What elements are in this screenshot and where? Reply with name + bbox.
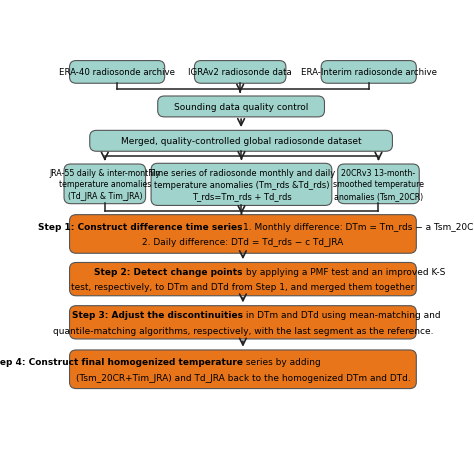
- Text: ERA-40 radiosonde archive: ERA-40 radiosonde archive: [59, 68, 175, 77]
- Text: ERA-Interim radiosonde archive: ERA-Interim radiosonde archive: [301, 68, 437, 77]
- Text: by applying a PMF test and an improved K-S: by applying a PMF test and an improved K…: [243, 267, 445, 276]
- Text: Merged, quality-controlled global radiosonde dataset: Merged, quality-controlled global radios…: [121, 137, 361, 146]
- Text: series by adding: series by adding: [243, 357, 321, 366]
- FancyBboxPatch shape: [151, 164, 332, 206]
- Text: Time series of radiosonde monthly and daily
temperature anomalies (Tm_rds &Td_rd: Time series of radiosonde monthly and da…: [148, 169, 335, 201]
- Text: Step 3: Adjust the discontinuities: Step 3: Adjust the discontinuities: [72, 310, 243, 319]
- Text: IGRAv2 radiosonde data: IGRAv2 radiosonde data: [188, 68, 292, 77]
- Text: JRA-55 daily & inter-monthly
temperature anomalies
(Td_JRA & Tim_JRA): JRA-55 daily & inter-monthly temperature…: [49, 168, 160, 200]
- FancyBboxPatch shape: [70, 350, 416, 389]
- Text: Step 2: Detect change points: Step 2: Detect change points: [94, 267, 243, 276]
- FancyBboxPatch shape: [70, 263, 416, 296]
- FancyBboxPatch shape: [337, 165, 419, 204]
- FancyBboxPatch shape: [194, 62, 286, 84]
- Text: test, respectively, to DTm and DTd from Step 1, and merged them together: test, respectively, to DTm and DTd from …: [71, 283, 415, 292]
- Text: 2. Daily difference: DTd = Td_rds − c Td_JRA: 2. Daily difference: DTd = Td_rds − c Td…: [142, 238, 344, 246]
- Text: (Tsm_20CR+Tim_JRA) and Td_JRA back to the homogenized DTm and DTd.: (Tsm_20CR+Tim_JRA) and Td_JRA back to th…: [75, 373, 410, 382]
- Text: in DTm and DTd using mean-matching and: in DTm and DTd using mean-matching and: [243, 310, 440, 319]
- Text: Step 4: Construct final homogenized temperature: Step 4: Construct final homogenized temp…: [0, 357, 243, 366]
- FancyBboxPatch shape: [321, 62, 416, 84]
- FancyBboxPatch shape: [70, 306, 416, 339]
- FancyBboxPatch shape: [90, 131, 392, 152]
- Text: quantile-matching algorithms, respectively, with the last segment as the referen: quantile-matching algorithms, respective…: [53, 326, 433, 335]
- Text: Sounding data quality control: Sounding data quality control: [174, 103, 308, 112]
- Text: Step 1: Construct difference time series: Step 1: Construct difference time series: [38, 222, 243, 231]
- FancyBboxPatch shape: [158, 97, 325, 118]
- FancyBboxPatch shape: [64, 165, 146, 204]
- Text: 1. Monthly difference: DTm = Tm_rds − a Tsm_20CR − b Tim_JRA: 1. Monthly difference: DTm = Tm_rds − a …: [243, 222, 474, 231]
- FancyBboxPatch shape: [70, 215, 416, 254]
- Text: 20CRv3 13-month-
smoothed temperature
anomalies (Tsm_20CR): 20CRv3 13-month- smoothed temperature an…: [333, 168, 424, 200]
- FancyBboxPatch shape: [70, 62, 164, 84]
